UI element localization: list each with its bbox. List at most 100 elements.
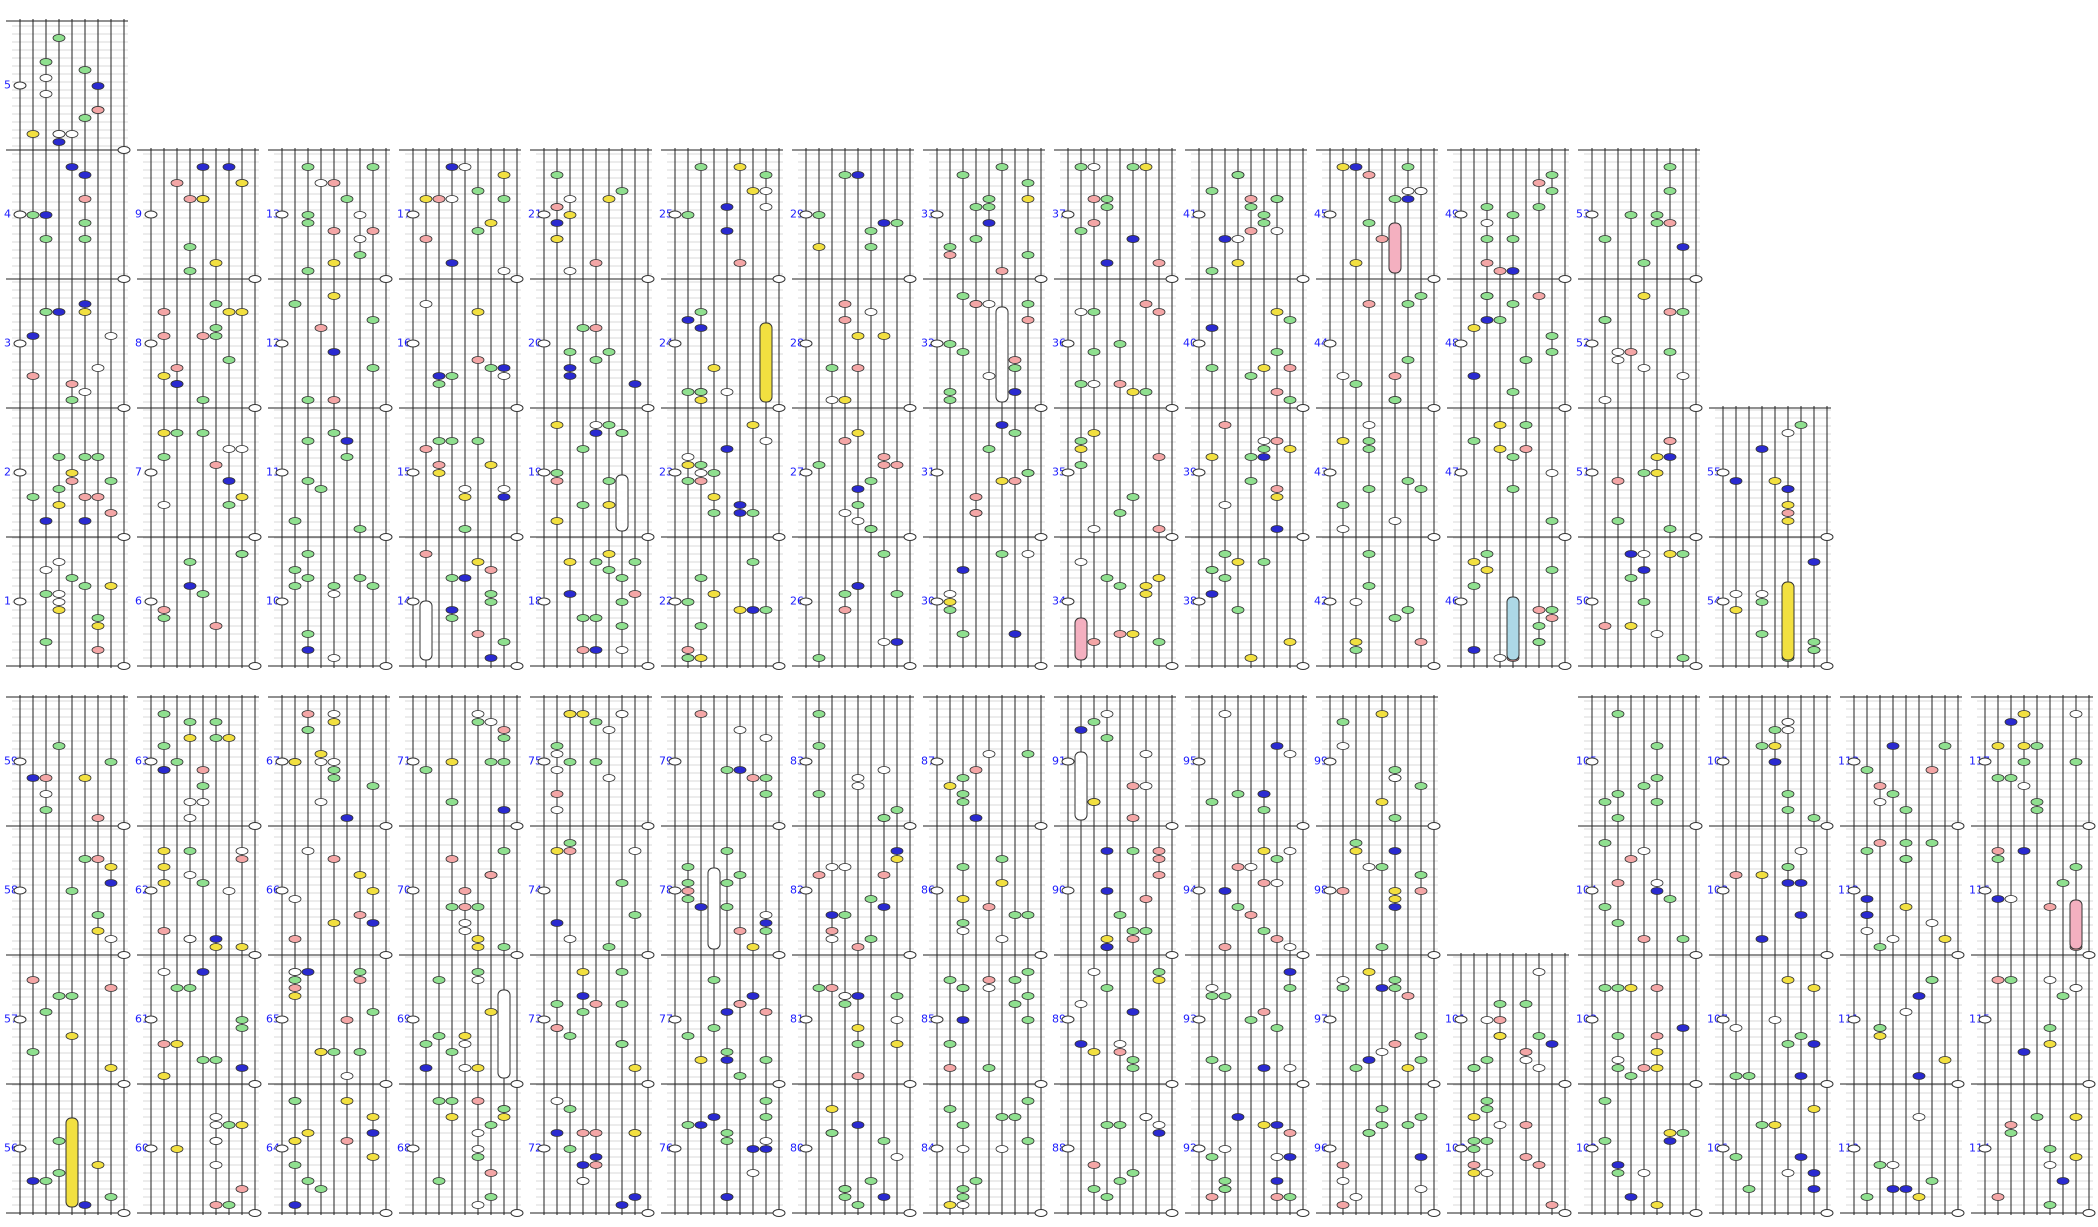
node [1205,798,1219,806]
node [1729,477,1743,485]
node [2017,710,2031,718]
node [510,1209,524,1217]
node [995,267,1009,275]
node [681,895,695,903]
node [209,1201,223,1209]
node [930,1015,944,1024]
node [157,501,171,509]
node [1676,550,1690,558]
node [1087,308,1101,316]
node [1388,614,1402,622]
node [471,1064,485,1072]
node [1742,1185,1756,1193]
node [222,501,236,509]
node [1781,429,1795,437]
node [209,1137,223,1145]
node [1113,582,1127,590]
node [327,919,341,927]
node [668,1144,682,1153]
cell-label: 62 [135,884,149,897]
node [956,630,970,638]
node [1781,790,1795,798]
node [956,348,970,356]
node [838,606,852,614]
cell-label: 40 [1183,337,1197,350]
node [1624,211,1638,219]
node [497,372,511,380]
node [1598,984,1612,992]
cell-label: 96 [1314,1142,1328,1155]
node [471,1153,485,1161]
node [379,1080,393,1088]
node [196,195,210,203]
node [943,1201,957,1209]
cell-label: 95 [1183,755,1197,768]
bar-node [65,1117,79,1208]
node [563,839,577,847]
node [589,421,603,429]
node [956,1121,970,1129]
node [1899,1008,1913,1016]
node [694,574,708,582]
node [1270,227,1284,235]
node [694,324,708,332]
node [825,364,839,372]
cell-label: 6 [135,595,142,608]
node [1126,1064,1140,1072]
node [615,968,629,976]
node [1991,742,2005,750]
node [707,469,721,477]
node [589,1153,603,1161]
bar-node [1074,751,1088,821]
cell-label: 11 [266,466,280,479]
panel: 110111112113 [1838,695,1965,1217]
node [275,1015,289,1024]
node [432,372,446,380]
node [52,130,66,138]
node [1152,1129,1166,1137]
node [537,597,551,606]
node [458,1040,472,1048]
node [288,1137,302,1145]
node [615,1040,629,1048]
node [288,984,302,992]
node [1152,525,1166,533]
node [65,887,79,895]
node [1336,976,1350,984]
node [1480,292,1494,300]
node [1650,984,1664,992]
node [157,606,171,614]
node [52,1169,66,1177]
node [1637,847,1651,855]
node [1388,976,1402,984]
node [903,533,917,541]
node [379,951,393,959]
node [1480,1056,1494,1064]
node [1480,1169,1494,1177]
node [838,437,852,445]
node [1152,259,1166,267]
node [1336,163,1350,171]
node [1650,774,1664,782]
node [301,211,315,219]
node [157,1040,171,1048]
node [2017,742,2031,750]
node [432,1177,446,1185]
node [445,855,459,863]
node [1414,187,1428,195]
node [1598,235,1612,243]
node [1611,790,1625,798]
node [510,951,524,959]
node [432,437,446,445]
node [2004,718,2018,726]
node [104,477,118,485]
node [1951,1209,1965,1217]
node [1074,445,1088,453]
node [1257,1121,1271,1129]
node [877,550,891,558]
node [1899,903,1913,911]
cell-label: 70 [397,884,411,897]
node [39,1177,53,1185]
node [1519,445,1533,453]
node [982,300,996,308]
